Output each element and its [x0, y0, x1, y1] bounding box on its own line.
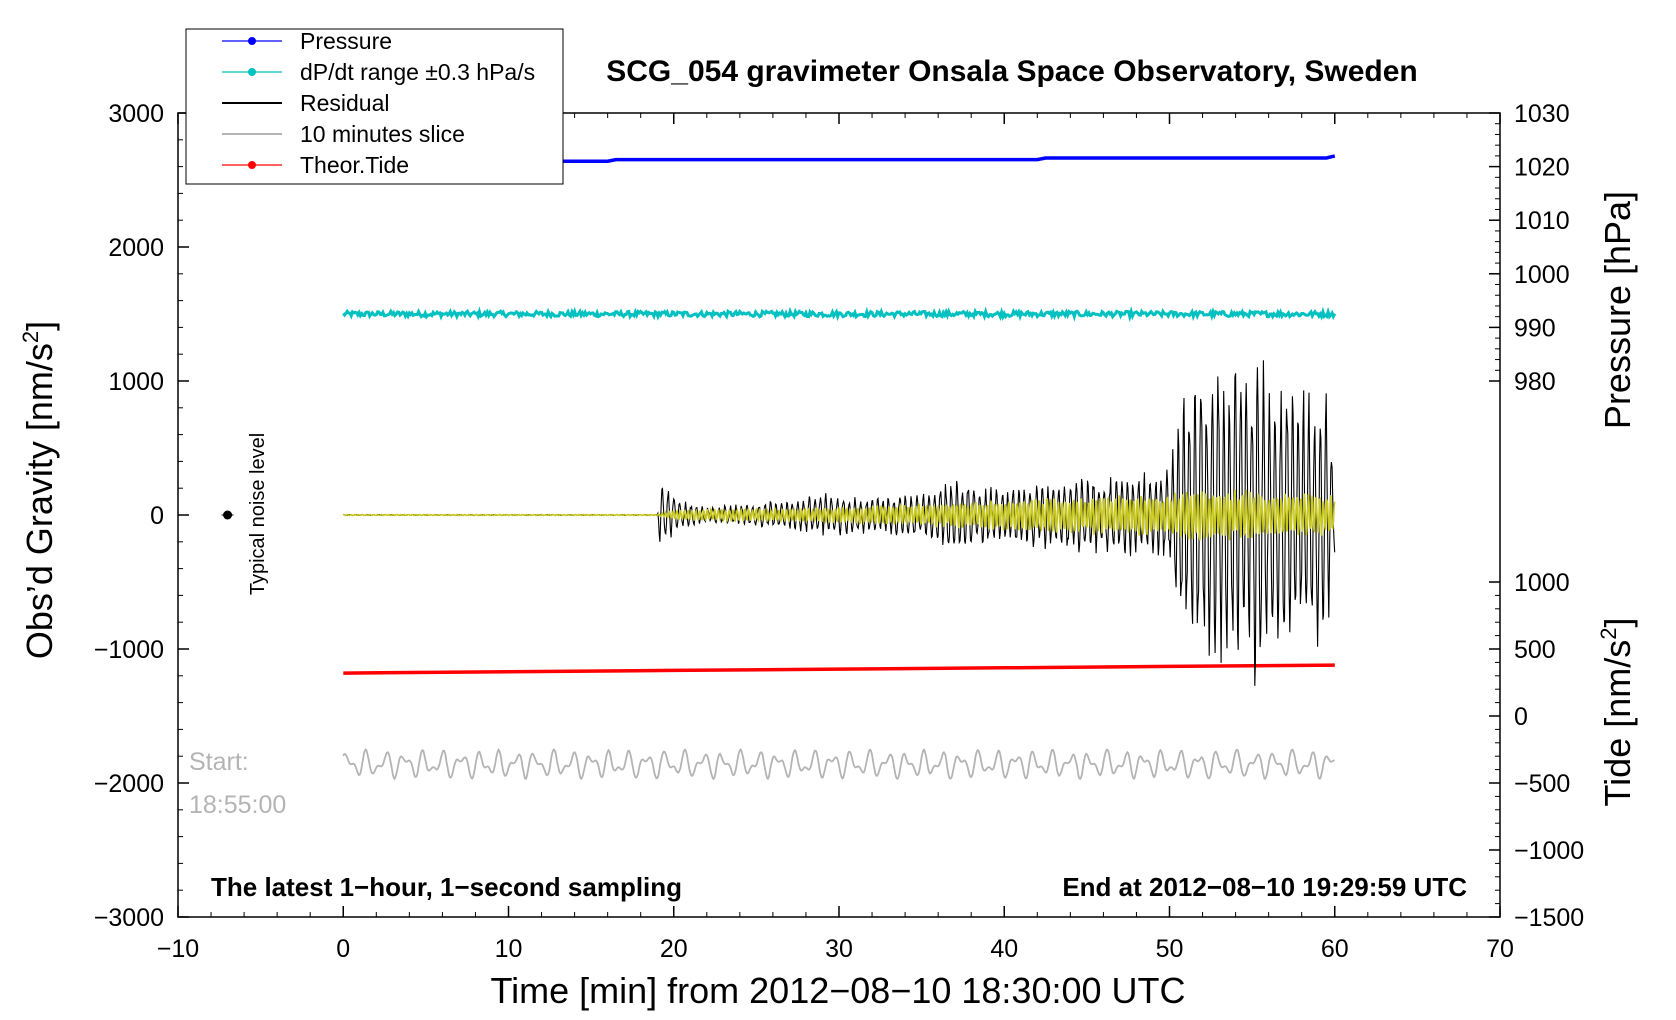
- tide-line: [343, 663, 1335, 675]
- x-axis-title: Time [min] from 2012−08−10 18:30:00 UTC: [490, 970, 1185, 1011]
- legend-label: dP/dt range ±0.3 hPa/s: [300, 59, 535, 85]
- legend-label: 10 minutes slice: [300, 121, 465, 147]
- x-tick-label: 30: [825, 935, 853, 963]
- y-tick-label: −1000: [94, 636, 164, 664]
- pressure-tick-label: 1030: [1514, 100, 1570, 128]
- pressure-tick-label: 1000: [1514, 261, 1570, 289]
- pressure-tick-label: 980: [1514, 368, 1556, 396]
- x-tick-label: 50: [1156, 935, 1184, 963]
- x-tick-label: 40: [990, 935, 1018, 963]
- y-tick-label: −3000: [94, 904, 164, 932]
- pressure-line: [343, 154, 1336, 163]
- legend-box: [185, 28, 564, 185]
- legend-label: Theor.Tide: [300, 152, 409, 178]
- y-tick-label: 1000: [108, 368, 164, 396]
- legend-marker: [248, 37, 256, 45]
- legend-marker: [248, 68, 256, 76]
- pressure-tick-label: 1020: [1514, 154, 1570, 182]
- pressure-axis-title: Pressure [hPa]: [1597, 191, 1638, 429]
- filtered-line: [343, 489, 1336, 541]
- tide-axis-title: Tide [nm/s2]: [1596, 618, 1638, 807]
- tide-tick-label: −1000: [1514, 837, 1584, 865]
- x-tick-label: 70: [1486, 935, 1514, 963]
- bottom-left-note: The latest 1−hour, 1−second sampling: [211, 872, 682, 902]
- tide-tick-label: 0: [1514, 703, 1528, 731]
- start-label: Start:: [189, 748, 249, 776]
- axis-layer: −10 0 10 20 30 40 50 60 70−3000−2000−10000100020…: [94, 100, 1584, 963]
- start-time: 18:55:00: [189, 791, 286, 819]
- bottom-right-note: End at 2012−08−10 19:29:59 UTC: [1062, 872, 1467, 902]
- chart-title: SCG_054 gravimeter Onsala Space Observat…: [606, 55, 1418, 88]
- dpdt-line: [342, 305, 1337, 323]
- y-tick-label: 0: [150, 502, 164, 530]
- legend: Pressure dP/dt range ±0.3 hPa/s Residual 10…: [185, 28, 564, 185]
- tide-tick-label: −500: [1514, 770, 1570, 798]
- y-tick-label: −2000: [94, 770, 164, 798]
- series-layer: [221, 154, 1337, 781]
- left-axis-title: Obs’d Gravity [nm/s2]: [18, 321, 60, 659]
- x-tick-label: 60: [1321, 935, 1349, 963]
- legend-label: Residual: [300, 90, 390, 116]
- slice-line: [342, 747, 1335, 781]
- x-tick-label: 10: [495, 935, 523, 963]
- x-tick-label: 0: [336, 935, 350, 963]
- y-tick-label: 3000: [108, 100, 164, 128]
- y-tick-label: 2000: [108, 234, 164, 262]
- x-tick-label: 20: [660, 935, 688, 963]
- tide-tick-label: 500: [1514, 636, 1556, 664]
- noise-marker: [223, 510, 233, 520]
- legend-label: Pressure: [300, 28, 392, 54]
- x-tick-label: −10: [157, 935, 199, 963]
- noise-label: Typical noise level: [247, 433, 269, 595]
- tide-tick-label: 1000: [1514, 569, 1570, 597]
- legend-marker: [248, 161, 256, 169]
- pressure-tick-label: 1010: [1514, 207, 1570, 235]
- pressure-tick-label: 990: [1514, 314, 1556, 342]
- tide-tick-label: −1500: [1514, 904, 1584, 932]
